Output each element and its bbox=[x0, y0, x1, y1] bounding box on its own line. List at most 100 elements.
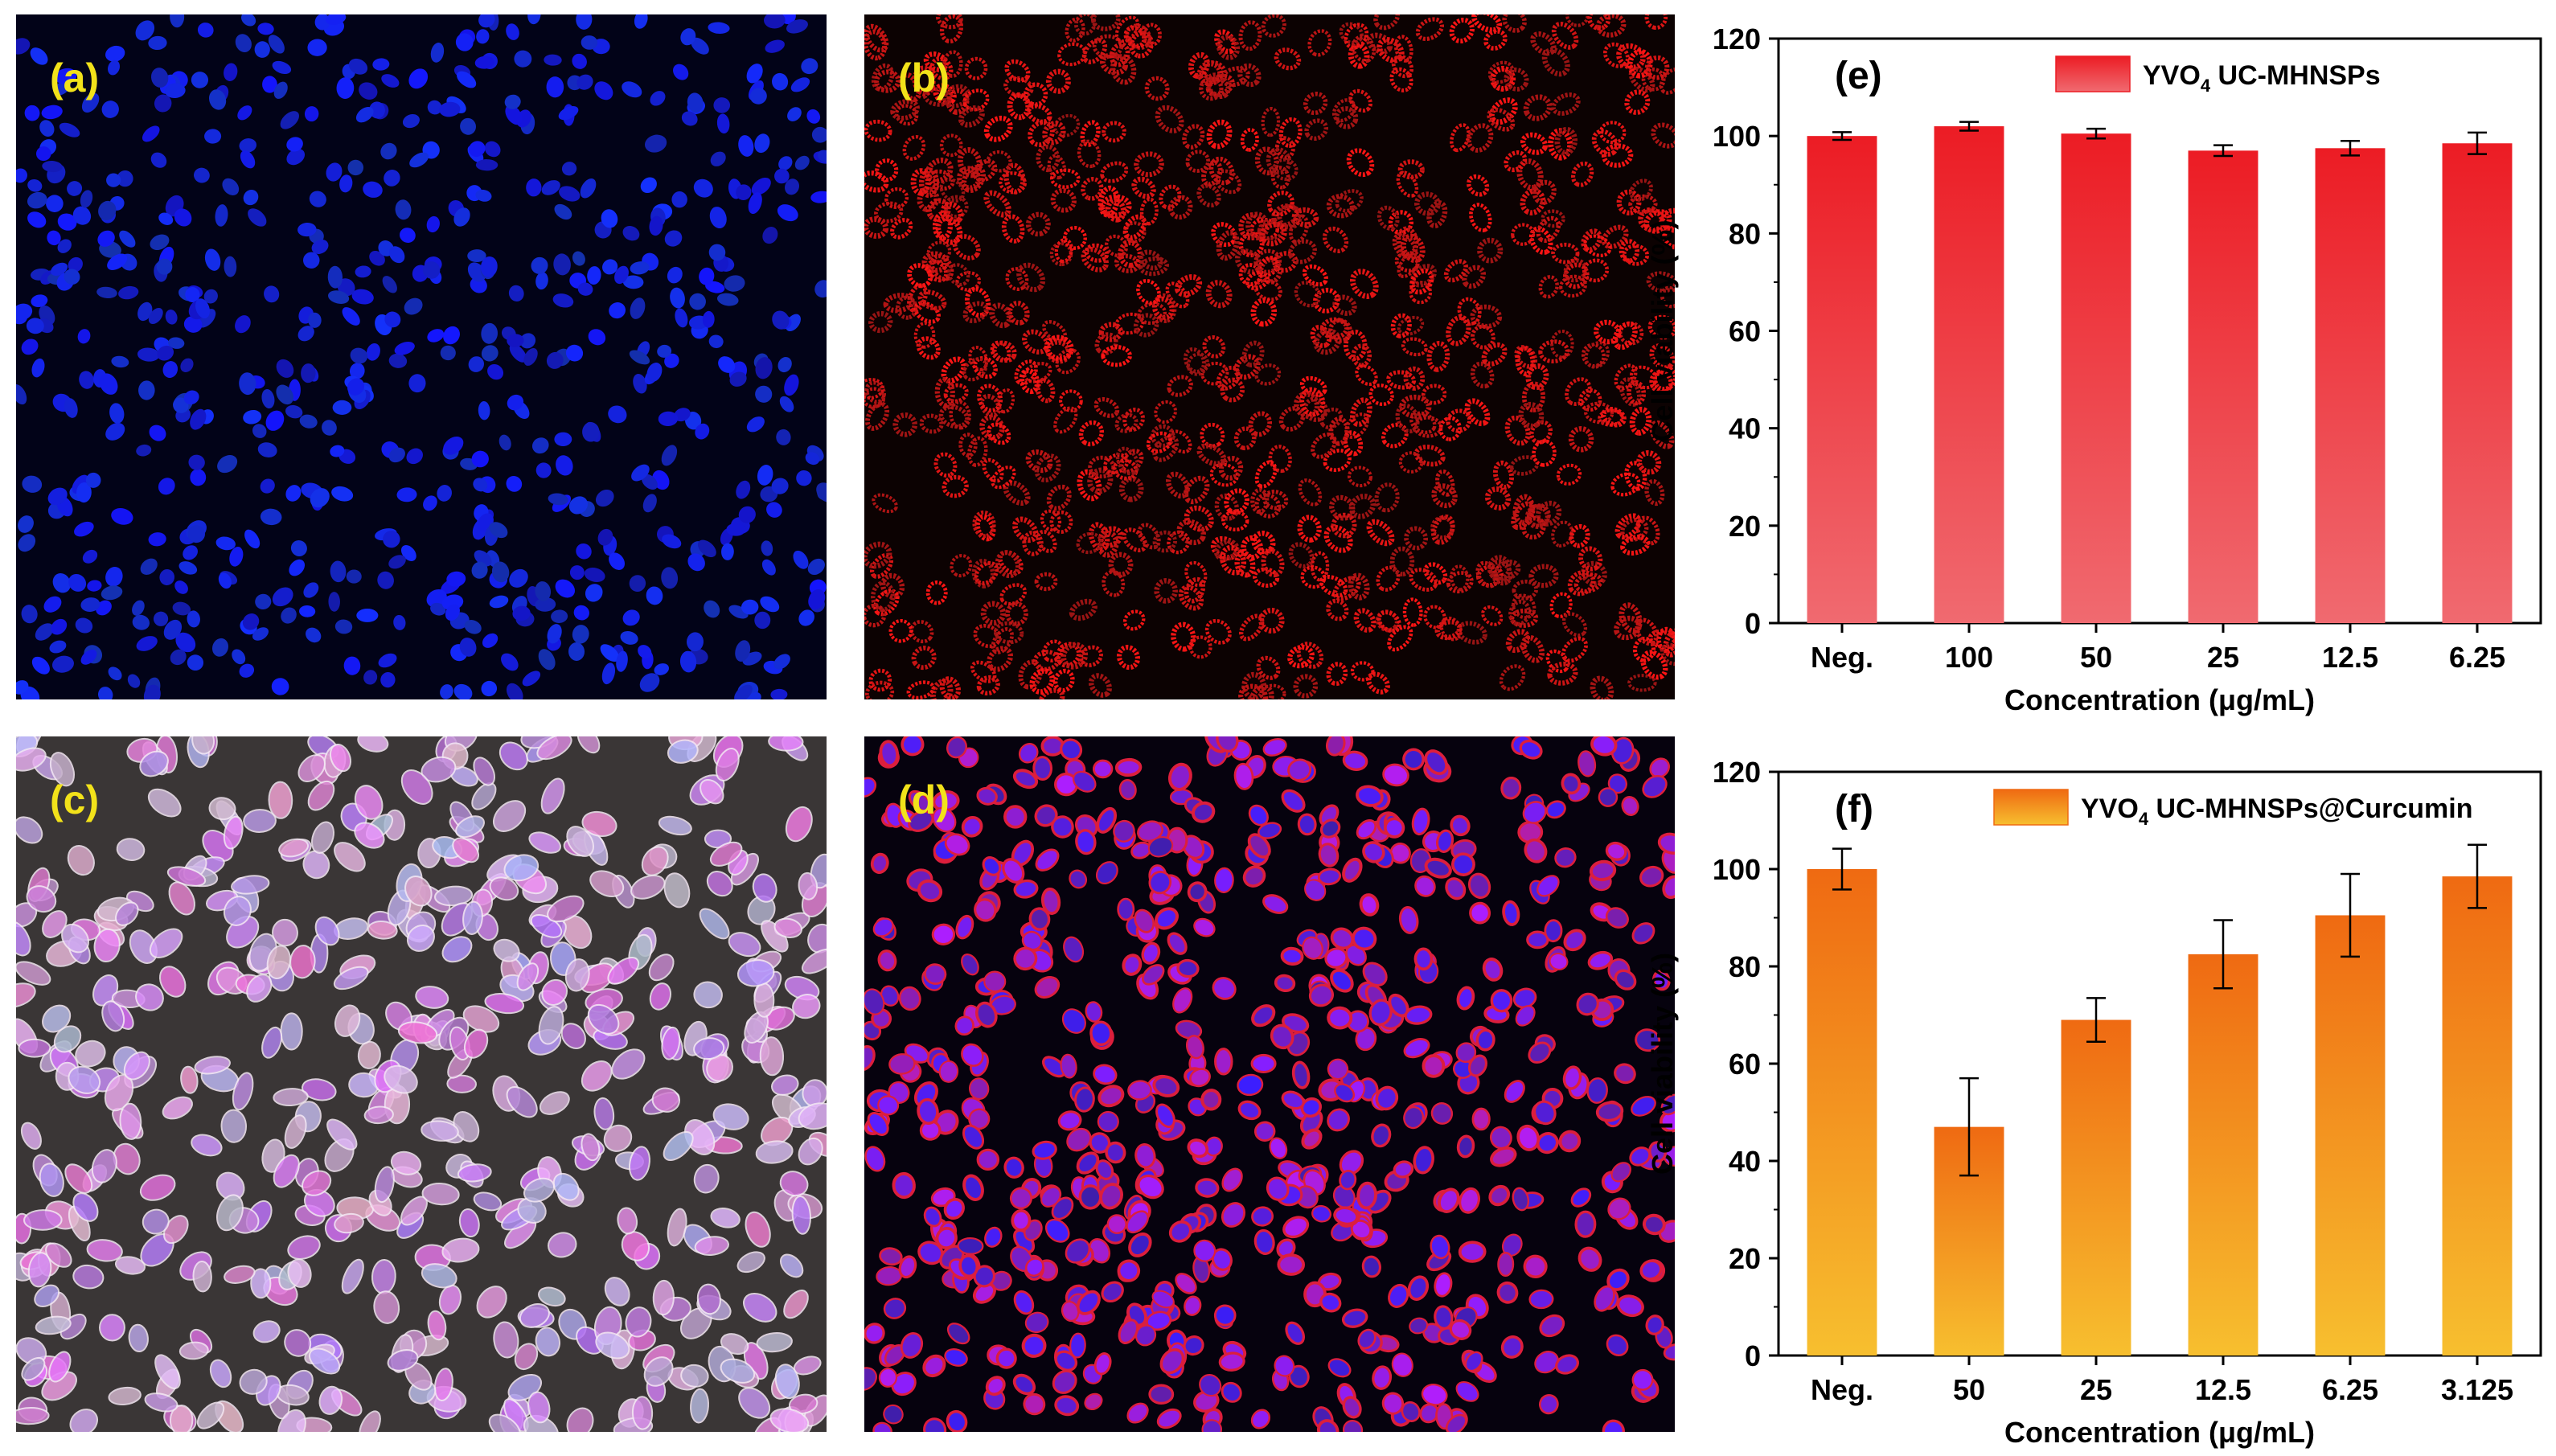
nucleus-blob bbox=[794, 155, 810, 170]
cell-blob bbox=[1528, 1289, 1554, 1310]
cell-blob bbox=[514, 1343, 539, 1371]
cell-blob bbox=[1368, 999, 1393, 1027]
nucleus-blob bbox=[41, 105, 63, 120]
cell-blob bbox=[1640, 650, 1668, 680]
nucleus-blob bbox=[304, 106, 319, 122]
cell-blob bbox=[1409, 281, 1433, 305]
cell-blob bbox=[1397, 159, 1425, 180]
cell-blob bbox=[1660, 285, 1675, 309]
nucleus-blob bbox=[286, 137, 303, 152]
cell-blob bbox=[1632, 636, 1656, 663]
cell-blob bbox=[26, 885, 57, 913]
nucleus-blob bbox=[687, 92, 704, 113]
cell-blob bbox=[1114, 15, 1140, 43]
nucleus-blob bbox=[16, 303, 33, 321]
cell-blob bbox=[879, 740, 900, 768]
cell-blob bbox=[566, 1407, 594, 1432]
cell-blob bbox=[548, 1232, 577, 1258]
nucleus-blob bbox=[119, 230, 136, 248]
nucleus-blob bbox=[303, 582, 319, 598]
nucleus-blob bbox=[239, 663, 255, 678]
cell-blob bbox=[1389, 546, 1415, 576]
nucleus-blob bbox=[569, 565, 585, 580]
cell-blob bbox=[1216, 365, 1241, 391]
cell-blob bbox=[308, 1347, 341, 1375]
cell-blob bbox=[1538, 275, 1559, 299]
cell-blob bbox=[1487, 107, 1516, 132]
micrograph-a: (a) bbox=[16, 14, 827, 699]
cell-blob bbox=[1567, 569, 1596, 597]
nucleus-blob bbox=[101, 585, 123, 601]
nucleus-blob bbox=[576, 74, 593, 90]
cell-blob bbox=[72, 1264, 105, 1290]
nucleus-blob bbox=[388, 246, 405, 264]
nucleus-blob bbox=[157, 345, 174, 361]
nucleus-blob bbox=[771, 478, 789, 494]
cell-blob bbox=[223, 815, 244, 850]
nucleus-blob bbox=[471, 561, 488, 579]
nucleus-blob bbox=[163, 619, 183, 640]
cell-blob bbox=[1069, 598, 1097, 621]
nucleus-blob bbox=[716, 293, 739, 306]
nucleus-blob bbox=[178, 561, 198, 575]
cell-blob bbox=[1413, 947, 1434, 971]
cell-blob bbox=[1446, 314, 1471, 347]
x-tick-label: 50 bbox=[2080, 641, 2112, 674]
cell-blob bbox=[541, 978, 568, 1006]
cell-blob bbox=[1326, 662, 1348, 687]
cell-blob bbox=[1012, 516, 1039, 543]
cell-blob bbox=[1187, 1138, 1209, 1159]
nucleus-blob bbox=[455, 33, 474, 51]
nucleus-blob bbox=[400, 545, 416, 561]
cell-blob bbox=[302, 1078, 337, 1101]
cell-blob bbox=[1116, 645, 1141, 671]
cell-blob bbox=[1628, 194, 1658, 215]
cell-blob bbox=[706, 1054, 733, 1082]
nucleus-blob bbox=[689, 293, 706, 310]
nucleus-blob bbox=[600, 644, 619, 662]
cell-blob bbox=[868, 668, 892, 692]
cell-blob bbox=[1299, 375, 1327, 397]
cell-blob bbox=[1112, 458, 1139, 481]
nucleus-blob bbox=[404, 297, 423, 315]
cell-blob bbox=[1297, 515, 1322, 543]
cell-blob bbox=[1614, 969, 1637, 990]
cell-blob bbox=[1213, 1304, 1237, 1327]
cell-blob bbox=[476, 1286, 507, 1319]
nucleus-blob bbox=[159, 568, 175, 585]
cell-blob bbox=[1274, 1355, 1295, 1377]
cell-blob bbox=[1088, 673, 1112, 698]
cell-blob bbox=[1044, 1218, 1070, 1243]
cell-blob bbox=[1373, 14, 1401, 31]
nucleus-blob bbox=[559, 186, 581, 202]
cell-blob bbox=[1328, 318, 1352, 343]
nucleus-blob bbox=[273, 81, 288, 99]
cell-blob bbox=[1247, 833, 1271, 859]
nucleus-blob bbox=[241, 14, 256, 27]
cell-blob bbox=[1614, 513, 1642, 540]
cell-blob bbox=[1278, 117, 1303, 148]
cell-blob bbox=[1504, 415, 1531, 446]
cell-blob bbox=[1561, 773, 1582, 795]
nucleus-blob bbox=[355, 106, 374, 123]
nucleus-blob bbox=[565, 344, 584, 362]
cell-blob bbox=[872, 1421, 892, 1432]
nucleus-blob bbox=[654, 663, 670, 675]
legend-swatch bbox=[1993, 789, 2069, 826]
nucleus-blob bbox=[554, 203, 572, 220]
cell-blob bbox=[116, 838, 146, 861]
cell-blob bbox=[1024, 1311, 1049, 1334]
cell-blob bbox=[1577, 750, 1597, 777]
cell-blob bbox=[498, 741, 528, 771]
cell-blob bbox=[1600, 406, 1627, 428]
cell-blob bbox=[957, 166, 982, 191]
cell-blob bbox=[1076, 531, 1103, 555]
cell-blob bbox=[1644, 478, 1665, 507]
cell-blob bbox=[446, 1074, 477, 1093]
cell-blob bbox=[1294, 281, 1321, 308]
cell-blob bbox=[1050, 187, 1077, 213]
cell-blob bbox=[1319, 407, 1344, 430]
nucleus-blob bbox=[388, 353, 408, 368]
cell-blob bbox=[1375, 1085, 1399, 1111]
cell-blob bbox=[873, 589, 900, 617]
